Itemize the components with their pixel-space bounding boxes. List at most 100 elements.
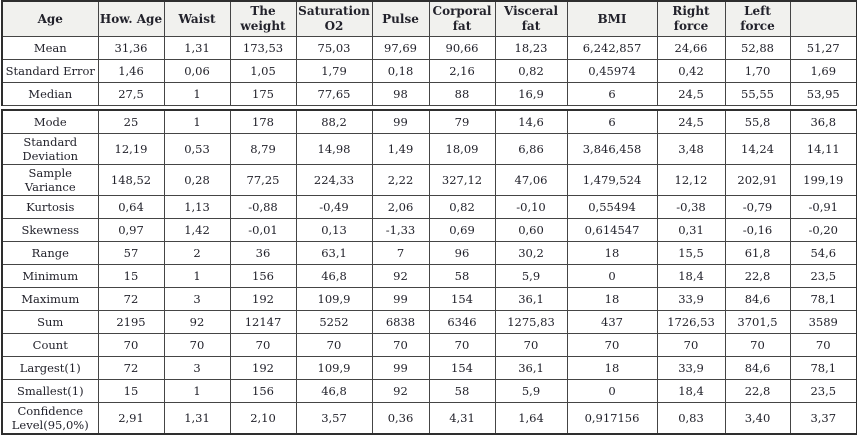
row-label: Mode [1,109,99,134]
column-header: The weight [229,0,297,37]
value-cell: 1 [163,379,231,404]
value-cell: 70 [428,333,496,358]
value-cell: 99 [371,356,430,381]
value-cell: 77,25 [229,164,297,197]
value-cell: 77,65 [295,82,373,106]
value-cell: 0,82 [494,59,568,83]
value-cell: 61,8 [724,241,791,266]
value-cell: 327,12 [428,164,496,197]
value-cell: 156 [229,379,297,404]
value-cell: 8,79 [229,132,297,166]
value-cell: 0,917156 [566,402,658,435]
value-cell: 84,6 [724,287,791,312]
value-cell: 18 [566,356,658,381]
table-row: Smallest(1) 15 1 156 46,8 92 58 5,9 0 18,4 22,8 23,… [1,379,857,404]
value-cell: 3 [163,356,231,381]
value-cell: 192 [229,287,297,312]
value-cell: 22,8 [724,264,791,289]
row-label: Confidence Level(95,0%) [1,402,99,435]
table-row: Range 57 2 36 63,1 7 96 30,2 18 15,5 61,8 54,6 [1,241,857,266]
value-cell: 7 [371,241,430,266]
value-cell: 23,5 [789,264,857,289]
table-row: Mode 25 1 178 88,2 99 79 14,6 6 24,5 55,8 36,8 [1,109,857,134]
value-cell: 70 [229,333,297,358]
value-cell: 18,09 [428,132,496,166]
value-cell: 175 [229,82,297,106]
value-cell: 70 [566,333,658,358]
value-cell: 57 [97,241,165,266]
value-cell: 0,82 [428,195,496,220]
value-cell: 6 [566,82,658,106]
value-cell: -0,79 [724,195,791,220]
value-cell: 18,4 [656,264,726,289]
value-cell: -0,10 [494,195,568,220]
value-cell: 5,9 [494,264,568,289]
row-label: Standard Deviation [1,132,99,166]
value-cell: 6 [566,109,658,134]
value-cell: 70 [656,333,726,358]
column-header: How. Age [97,0,165,37]
value-cell: 55,8 [724,109,791,134]
value-cell: 70 [163,333,231,358]
value-cell: 70 [371,333,430,358]
value-cell: 1275,83 [494,310,568,335]
table-row: Count 70 70 70 70 70 70 70 70 70 70 70 [1,333,857,358]
value-cell: 3,37 [789,402,857,435]
value-cell: 97,69 [371,36,430,60]
value-cell: 24,66 [656,36,726,60]
value-cell: 27,5 [97,82,165,106]
value-cell: 24,5 [656,82,726,106]
value-cell: 14,6 [494,109,568,134]
value-cell: 55,55 [724,82,791,106]
value-cell: 70 [295,333,373,358]
value-cell: 1 [163,264,231,289]
value-cell: 1,05 [229,59,297,83]
value-cell: 154 [428,356,496,381]
value-cell: 1,79 [295,59,373,83]
value-cell: 99 [371,287,430,312]
table-row: Standard Error 1,46 0,06 1,05 1,79 0,18 2,16 0,… [1,59,857,83]
value-cell: 31,36 [97,36,165,60]
value-cell: 2195 [97,310,165,335]
value-cell: -0,88 [229,195,297,220]
value-cell: 79 [428,109,496,134]
table-row: Kurtosis 0,64 1,13 -0,88 -0,49 2,06 0,82 -0,10 0… [1,195,857,220]
value-cell: 96 [428,241,496,266]
value-cell: 178 [229,109,297,134]
value-cell: 92 [371,264,430,289]
value-cell: 46,8 [295,264,373,289]
row-label: Range [1,241,99,266]
row-label: Standard Error [1,59,99,83]
value-cell: 18 [566,241,658,266]
value-cell: -0,20 [789,218,857,243]
value-cell: 0,64 [97,195,165,220]
value-cell: 3,48 [656,132,726,166]
value-cell: -0,16 [724,218,791,243]
row-label: Largest(1) [1,356,99,381]
value-cell: 1,31 [163,36,231,60]
value-cell: 18,4 [656,379,726,404]
row-label: Smallest(1) [1,379,99,404]
value-cell: 2,10 [229,402,297,435]
row-label: Count [1,333,99,358]
table-row: Minimum 15 1 156 46,8 92 58 5,9 0 18,4 22,8 23,5 [1,264,857,289]
value-cell: 30,2 [494,241,568,266]
table-row: Median 27,5 1 175 77,65 98 88 16,9 6 24,5 55,55 53,… [1,82,857,106]
value-cell: 6,86 [494,132,568,166]
value-cell: 78,1 [789,287,857,312]
value-cell: 78,1 [789,356,857,381]
value-cell: 84,6 [724,356,791,381]
value-cell: 0,53 [163,132,231,166]
table-row: Largest(1) 72 3 192 109,9 99 154 36,1 18 33,9 84,6… [1,356,857,381]
value-cell: 70 [97,333,165,358]
value-cell: 1 [163,82,231,106]
value-cell: 90,66 [428,36,496,60]
table-row: Sample Variance 148,52 0,28 77,25 224,33 2,22… [1,164,857,197]
value-cell: 0,69 [428,218,496,243]
value-cell: 2,22 [371,164,430,197]
value-cell: 18 [566,287,658,312]
value-cell: 70 [494,333,568,358]
column-header: Visceral fat [494,0,568,37]
value-cell: 1,42 [163,218,231,243]
